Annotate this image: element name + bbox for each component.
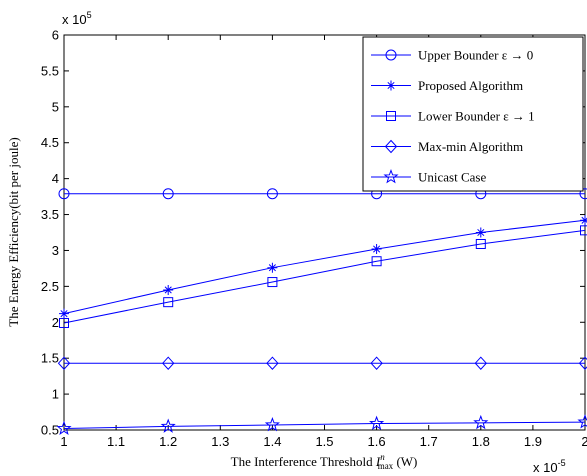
data-point-marker: [160, 418, 176, 433]
data-point-marker: [371, 256, 382, 267]
series-line: [63, 229, 586, 324]
legend-label: Max-min Algorithm: [418, 139, 523, 154]
y-tick-label: 3: [52, 243, 59, 258]
x-tick-label: 1.1: [107, 434, 125, 449]
x-tick-label: 1.5: [315, 434, 333, 449]
data-point-marker: [475, 238, 486, 249]
y-tick-label: 0.5: [41, 423, 59, 438]
x-tick-label: 1.2: [159, 434, 177, 449]
data-point-marker: [57, 356, 71, 370]
y-tick-label: 2.5: [41, 279, 59, 294]
series-layer: [56, 188, 587, 435]
data-point-marker: [371, 244, 382, 255]
y-tick-label: 6: [52, 28, 59, 43]
data-point-marker: [58, 188, 70, 200]
data-point-marker: [579, 188, 587, 200]
data-point-marker: [369, 415, 385, 430]
y-axis-multiplier: x 105: [62, 10, 92, 27]
legend-entry: Max-min Algorithm: [371, 139, 523, 154]
legend-marker: [384, 139, 398, 154]
legend-marker: [386, 80, 396, 91]
legend-entry: Lower Bounder ε → 1: [371, 109, 535, 124]
y-tick-label: 3.5: [41, 207, 59, 222]
x-tick-label: 1.9: [524, 434, 542, 449]
x-tick-label: 1.3: [211, 434, 229, 449]
y-tick-label: 1: [52, 387, 59, 402]
y-tick-label: 5.5: [41, 63, 59, 78]
data-point-marker: [577, 414, 587, 429]
series-line: [63, 219, 586, 315]
series-star: [56, 414, 587, 435]
data-point-marker: [266, 356, 279, 370]
y-tick-label: 4.5: [41, 135, 59, 150]
y-tick-label: 2: [52, 315, 59, 330]
x-tick-label: 2: [581, 434, 587, 449]
data-point-marker: [163, 297, 174, 308]
legend-label: Proposed Algorithm: [418, 78, 523, 93]
series-asterisk: [59, 215, 587, 319]
data-point-marker: [59, 308, 69, 319]
legend-box: [362, 36, 584, 192]
y-tick-label: 1.5: [41, 351, 59, 366]
legend-label: Unicast Case: [418, 170, 486, 185]
x-tick-label: 1.4: [263, 434, 281, 449]
x-axis-ticks: 1 1.1 1.2 1.3 1.4 1.5 1.6 1.7 1.8 1.9 2: [60, 35, 587, 449]
series-line: [63, 421, 586, 430]
data-point-marker: [580, 215, 587, 226]
x-tick-label: 1.8: [472, 434, 490, 449]
legend-marker: [383, 169, 399, 184]
data-point-marker: [163, 284, 174, 295]
x-tick-label: 1.6: [368, 434, 386, 449]
y-axis-ticks: 0.5 1 1.5 2 2.5 3 3.5 4 4.5 5 5.5 6: [41, 28, 585, 438]
y-axis-label: The Energy Efficiency(bit per joule): [6, 137, 21, 326]
data-point-marker: [59, 317, 69, 328]
series-square: [59, 225, 587, 328]
series-diamond: [57, 356, 587, 370]
data-point-marker: [267, 277, 278, 288]
legend: Upper Bounder ε → 0 Proposed Algorithm Low…: [362, 36, 584, 192]
data-point-marker: [475, 227, 486, 238]
legend-marker: [386, 111, 396, 121]
legend-entry: Proposed Algorithm: [371, 78, 523, 93]
data-point-marker: [56, 420, 72, 435]
data-point-marker: [264, 417, 280, 432]
legend-marker: [385, 49, 397, 61]
y-tick-label: 5: [52, 99, 59, 114]
data-point-marker: [474, 356, 487, 370]
data-point-marker: [267, 262, 278, 273]
data-point-marker: [162, 356, 175, 370]
x-axis-label: The Interference Threshold In max (W): [231, 452, 418, 471]
data-point-marker: [162, 188, 174, 200]
legend-label: Upper Bounder ε → 0: [418, 48, 533, 63]
data-point-marker: [473, 414, 489, 430]
data-point-marker: [580, 225, 587, 236]
legend-entry: Upper Bounder ε → 0: [371, 48, 533, 63]
data-point-marker: [266, 188, 278, 200]
x-tick-label: 1: [60, 434, 67, 449]
x-axis-multiplier: x 10-5: [533, 458, 566, 475]
data-point-marker: [578, 356, 587, 370]
data-point-marker: [370, 356, 383, 370]
legend-label: Lower Bounder ε → 1: [418, 109, 535, 124]
y-tick-label: 4: [52, 171, 59, 186]
legend-entry: Unicast Case: [371, 169, 486, 185]
x-tick-label: 1.7: [420, 434, 438, 449]
